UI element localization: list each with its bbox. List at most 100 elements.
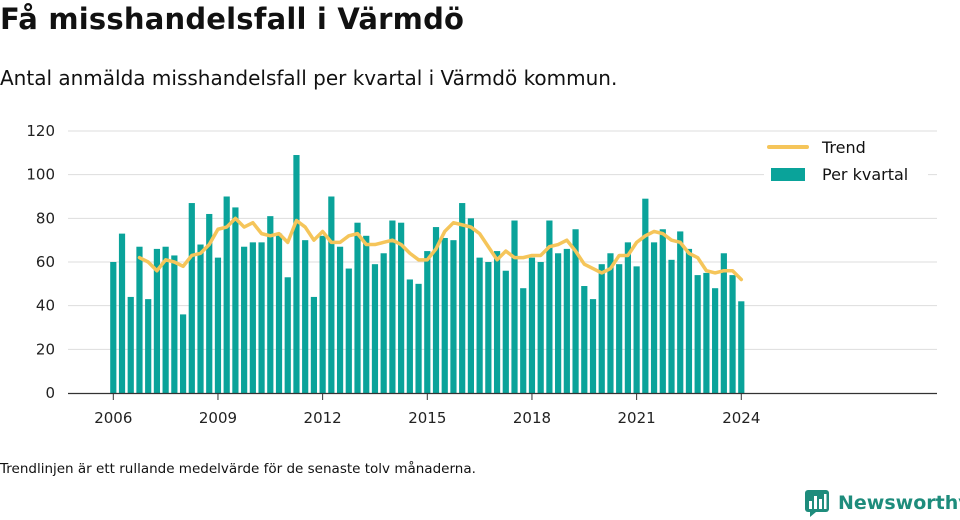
bar <box>441 237 448 393</box>
trend-line-layer <box>137 216 744 282</box>
bar <box>729 275 736 393</box>
bar <box>406 279 413 393</box>
legend-trend-label: Trend <box>821 138 866 157</box>
x-tick-label: 2006 <box>94 409 132 427</box>
bar <box>249 242 256 393</box>
bar <box>520 288 527 393</box>
bar <box>371 264 379 393</box>
bar <box>668 259 675 393</box>
bar <box>398 222 405 393</box>
x-tick-label: 2009 <box>199 409 237 427</box>
bar <box>485 262 492 393</box>
bar <box>127 296 134 393</box>
bar <box>267 216 274 393</box>
bar <box>310 296 318 393</box>
bar <box>720 253 727 393</box>
bar <box>336 246 344 393</box>
bar <box>389 220 396 393</box>
bar <box>581 286 588 393</box>
bar <box>712 288 719 393</box>
bar <box>493 251 501 393</box>
x-tick-label: 2015 <box>408 409 446 427</box>
brand-name: Newsworthy <box>838 492 960 514</box>
y-tick-label: 0 <box>45 384 55 402</box>
bar <box>563 248 570 393</box>
bar <box>319 235 326 393</box>
bar <box>354 222 361 393</box>
y-tick-label: 40 <box>36 297 55 315</box>
bar <box>145 299 152 393</box>
bar <box>380 253 387 393</box>
trend-line <box>137 216 744 282</box>
bar <box>528 257 536 393</box>
bar <box>171 255 178 393</box>
x-tick-label: 2021 <box>618 409 656 427</box>
bar <box>153 248 161 393</box>
bar <box>424 251 431 393</box>
x-tick-label: 2018 <box>513 409 551 427</box>
bar-chart-icon <box>805 490 829 517</box>
bar <box>607 253 614 393</box>
bar <box>214 257 222 393</box>
bar <box>685 248 693 393</box>
legend: Trend Per kvartal <box>764 132 928 192</box>
x-tick-label: 2012 <box>304 409 342 427</box>
bar <box>633 266 640 393</box>
bar <box>241 246 248 393</box>
bar <box>450 240 457 393</box>
legend-bar-swatch <box>771 168 805 181</box>
y-tick-label: 80 <box>36 209 55 227</box>
bar <box>642 198 649 393</box>
bar <box>302 240 309 393</box>
bar <box>572 229 579 393</box>
bar <box>136 246 143 393</box>
bar <box>197 244 204 393</box>
bar <box>598 264 605 393</box>
bar <box>284 277 291 393</box>
bar <box>345 268 352 393</box>
y-tick-label: 100 <box>26 166 55 184</box>
bar <box>502 270 509 393</box>
y-tick-label: 60 <box>36 253 55 271</box>
bar <box>677 231 684 393</box>
bar <box>206 213 213 393</box>
bar <box>293 155 300 393</box>
axes: 0 20 40 60 80 100 120 2006 2009 2012 2015 2018 2021 2… <box>26 122 937 427</box>
bar <box>703 272 710 393</box>
bar <box>162 246 169 393</box>
bar <box>415 283 422 393</box>
bar <box>589 299 597 393</box>
bar <box>694 275 701 393</box>
bar <box>555 253 562 393</box>
bar <box>467 218 474 393</box>
bar <box>179 314 187 393</box>
bar <box>476 257 483 393</box>
chart-title: Få misshandelsfall i Värmdö <box>0 2 465 36</box>
bar <box>511 220 518 393</box>
y-tick-label: 120 <box>26 122 55 140</box>
bar <box>624 242 631 393</box>
legend-background <box>764 132 928 192</box>
bar <box>546 220 553 393</box>
x-tick-label: 2024 <box>722 409 760 427</box>
bar <box>738 301 745 393</box>
bar <box>232 207 239 393</box>
bar <box>258 242 265 393</box>
bar <box>110 262 117 393</box>
legend-bar-label: Per kvartal <box>822 165 908 184</box>
footnote: Trendlinjen är ett rullande medelvärde f… <box>0 461 476 477</box>
chart-subtitle: Antal anmälda misshandelsfall per kvarta… <box>0 66 618 90</box>
bar <box>659 229 666 393</box>
bar <box>650 242 658 393</box>
newsworthy-logo: Newsworthy <box>804 488 960 518</box>
bar <box>363 235 370 393</box>
bar <box>188 203 195 393</box>
bar <box>118 233 126 393</box>
bar <box>328 196 335 393</box>
bars <box>110 155 745 393</box>
y-tick-label: 20 <box>36 340 55 358</box>
bar <box>459 203 466 393</box>
bar <box>275 233 283 393</box>
gridlines <box>68 130 937 350</box>
bar <box>223 196 230 393</box>
